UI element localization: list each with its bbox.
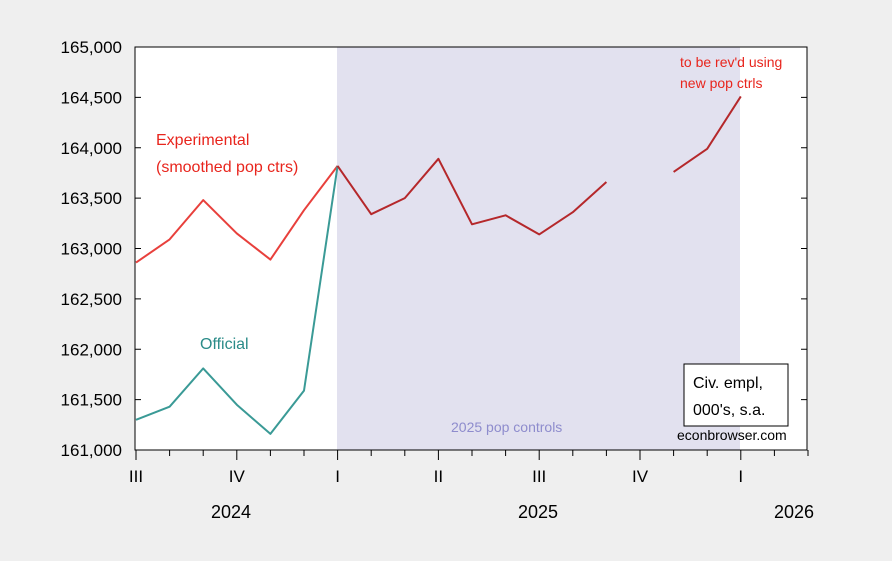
y-tick-label: 162,500: [61, 290, 122, 309]
experimental-label-line1: Experimental: [156, 132, 249, 149]
series-layer: [135, 95, 742, 435]
quarter-labels: III IV I II III IV I: [129, 467, 743, 486]
y-tick-label: 161,000: [61, 441, 122, 460]
year-label: 2025: [518, 502, 558, 522]
revision-note-line1: to be rev'd using: [680, 54, 782, 70]
year-labels: 2024 2025 2026: [211, 502, 814, 522]
quarter-label: IV: [229, 467, 246, 486]
y-tick-label: 164,500: [61, 88, 122, 107]
quarter-label: I: [738, 467, 743, 486]
legend-box: [683, 363, 789, 427]
y-tick-label: 165,000: [61, 38, 122, 57]
series-line-2: [135, 165, 339, 435]
y-axis: 165,000 164,500 164,000 163,500 163,000 162,5…: [61, 38, 807, 460]
official-label: Official: [200, 336, 249, 353]
quarter-label: III: [129, 467, 143, 486]
year-label: 2026: [774, 502, 814, 522]
series-line-3: [336, 157, 608, 236]
x-axis: [135, 450, 809, 460]
legend-line2: 000's, s.a.: [693, 402, 765, 419]
quarter-label: III: [532, 467, 546, 486]
experimental-label-line2: (smoothed pop ctrs): [156, 159, 298, 176]
shaded-period: [337, 47, 740, 450]
y-tick-label: 163,000: [61, 240, 122, 259]
quarter-label: I: [335, 467, 340, 486]
quarter-label: II: [434, 467, 443, 486]
legend-line1: Civ. empl,: [693, 375, 763, 392]
series-line-3: [673, 95, 742, 173]
year-label: 2024: [211, 502, 251, 522]
revision-note-line2: new pop ctrls: [680, 75, 762, 91]
y-tick-label: 162,000: [61, 340, 122, 359]
source-label: econbrowser.com: [677, 427, 787, 443]
y-tick-label: 164,000: [61, 139, 122, 158]
series-line-1: [135, 165, 339, 264]
shading-label: 2025 pop controls: [451, 419, 562, 435]
y-tick-label: 163,500: [61, 189, 122, 208]
quarter-label: IV: [632, 467, 649, 486]
y-tick-label: 161,500: [61, 391, 122, 410]
